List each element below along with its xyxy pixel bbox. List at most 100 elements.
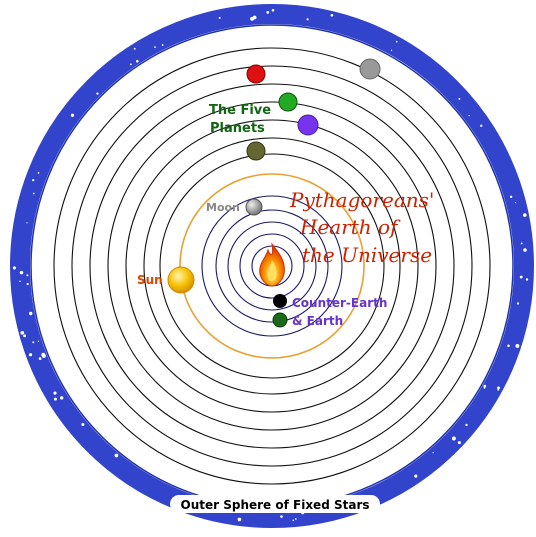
star [516,302,520,305]
star [458,97,461,100]
star [509,195,513,199]
star [28,311,33,316]
star [483,384,487,388]
orbit-ring [143,137,401,395]
star [390,49,393,52]
star [451,436,456,441]
orbit-ring [53,47,491,485]
moon-body [245,198,263,216]
star [294,518,297,520]
star [292,519,295,522]
star [19,280,21,282]
star [26,274,29,277]
star [70,113,75,117]
star [395,40,398,43]
star [23,334,27,338]
sun-body [167,266,195,294]
orbit-ring [71,65,473,467]
star [507,344,510,347]
star [266,11,270,14]
planet-green [278,92,298,112]
star [483,387,486,389]
moon-label: Moon [206,201,240,214]
flame-icon [259,242,285,287]
star [154,46,156,48]
title-line3: the Universe [302,243,432,267]
star [28,353,33,357]
title-line2: Hearth of [299,215,401,239]
star [414,474,418,478]
planet-purple [297,114,319,136]
star [26,282,29,286]
star [38,357,42,360]
fixed-stars [12,9,529,522]
star [457,441,461,445]
planet-red [246,64,266,84]
star [306,18,309,21]
counter-earth-label-line1: Counter-Earth [292,296,387,310]
star [520,242,523,245]
star [32,178,35,182]
star [524,249,527,252]
counter-earth-body [273,294,287,308]
star [129,63,132,66]
star [218,16,221,19]
outer-sphere-label-bg [170,495,380,513]
star [114,453,119,458]
orbit-ring [227,221,317,311]
star [19,270,24,275]
star [96,92,99,95]
star [37,340,40,342]
orbit-ring [125,119,419,413]
orbit-ring [107,101,437,431]
star [60,396,64,400]
earth-body [272,312,288,328]
star [32,192,35,195]
star [41,353,46,358]
star [497,386,500,390]
outer-sphere-label: Outer Sphere of Fixed Stars [181,498,370,512]
star [480,124,483,127]
star [32,341,35,344]
orbit-rings [53,47,491,485]
star [37,172,40,174]
star [432,452,434,454]
counter-earth-label-line2: & Earth [292,314,343,328]
star [133,47,136,50]
star [465,423,468,427]
star [20,330,25,335]
star [81,422,85,427]
star [519,275,523,279]
star [271,9,275,12]
orbit-ring [201,195,343,337]
star [523,213,527,217]
star [280,515,283,518]
orbit-ring [89,83,455,449]
orbit-ring [215,209,329,323]
five-planets-label-line2: Planets [210,121,265,136]
star [525,278,529,281]
star [12,266,16,270]
star [330,13,334,17]
outer-sphere-band [10,4,534,528]
orbit-ring [159,153,385,379]
planet-gray [359,58,381,80]
star [53,391,57,395]
star [252,15,257,20]
sun-orbit [179,173,365,359]
star [26,222,28,224]
star [237,517,242,522]
sun-label: Sun [137,273,163,287]
star [136,59,139,63]
planet-olive [246,141,266,161]
title-line1: Pythagoreans' [289,188,434,212]
star [515,343,520,348]
star [497,388,500,391]
star [514,201,517,204]
five-planets-label-line1: The Five [209,103,271,118]
orbit-ring [239,233,305,299]
star [53,397,57,401]
star [161,44,164,46]
